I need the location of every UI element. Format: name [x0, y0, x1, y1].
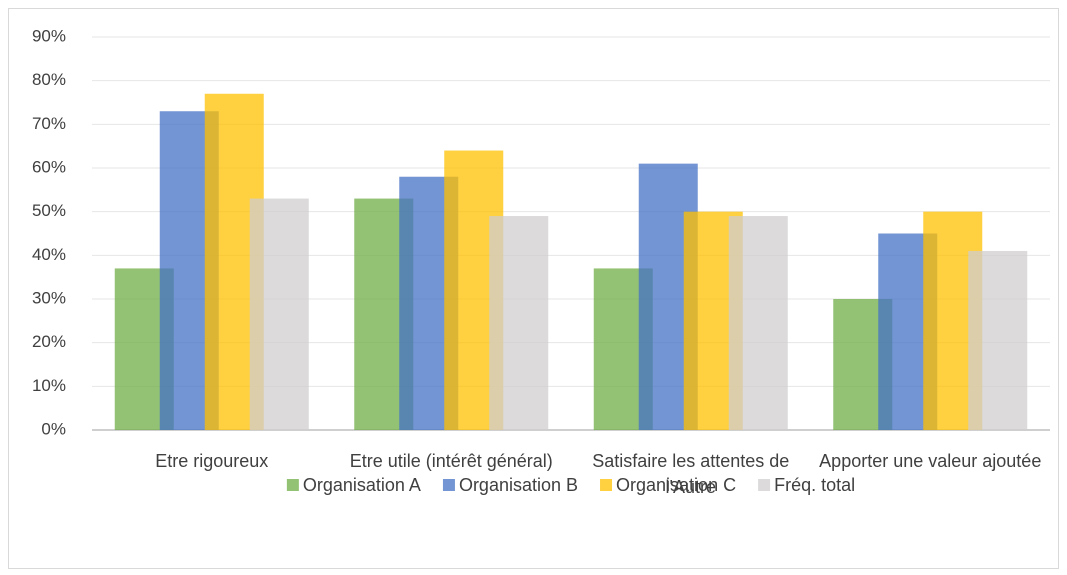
- y-tick-label: 90%: [32, 26, 66, 45]
- legend-label: Organisation B: [459, 475, 578, 495]
- y-tick-label: 0%: [41, 419, 66, 438]
- x-tick-label: Etre rigoureux: [155, 451, 269, 471]
- legend-swatch: [442, 479, 455, 491]
- chart-border: [8, 8, 1059, 569]
- legend-swatch: [758, 479, 771, 491]
- y-tick-label: 70%: [32, 114, 66, 133]
- y-tick-label: 80%: [32, 70, 66, 89]
- y-tick-label: 20%: [32, 332, 66, 351]
- x-tick-label: Etre utile (intérêt général): [349, 451, 553, 471]
- y-tick-label: 10%: [32, 376, 66, 395]
- x-tick-label: Satisfaire les attentes de l'Autre: [592, 451, 790, 497]
- bar: [728, 216, 788, 430]
- y-tick-label: 60%: [32, 157, 66, 176]
- y-tick-label: 50%: [32, 201, 66, 220]
- bar: [968, 250, 1028, 430]
- legend-label: Organisation C: [616, 475, 736, 495]
- legend-swatch: [286, 479, 299, 491]
- y-tick-label: 30%: [32, 288, 66, 307]
- bar: [489, 216, 549, 430]
- y-tick-label: 40%: [32, 245, 66, 264]
- legend-swatch: [600, 479, 613, 491]
- legend-label: Organisation A: [303, 475, 421, 495]
- legend-label: Fréq. total: [774, 475, 855, 495]
- x-tick-label: Apporter une valeur ajoutée: [819, 451, 1042, 471]
- bar: [249, 198, 309, 430]
